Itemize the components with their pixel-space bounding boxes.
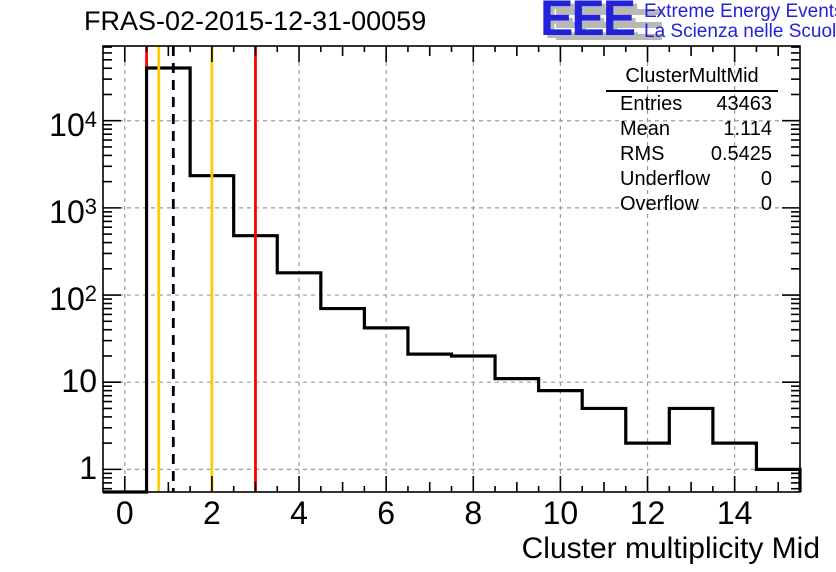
plot-title: FRAS-02-2015-12-31-00059: [84, 6, 427, 36]
stats-row: Overflow 0: [606, 192, 778, 217]
x-tick-label: 2: [203, 495, 221, 531]
eee-acronym: EEE: [540, 0, 636, 46]
y-tick-label: 10: [61, 363, 97, 400]
x-axis-title: Cluster multiplicity Mid: [521, 532, 820, 565]
x-tick-label: 0: [115, 495, 134, 531]
y-tick-label: 1: [79, 450, 97, 487]
eee-logo-shadow-bar: [556, 34, 662, 40]
histogram-step-line: [103, 66, 802, 494]
y-tick-label: 102: [49, 281, 97, 318]
stats-rows: Entries 43463 Mean 1.114 RMS 0.5425 Underflow 0…: [606, 92, 778, 217]
stats-row-label: Overflow: [620, 193, 699, 215]
stats-row: RMS 0.5425: [606, 142, 778, 167]
stats-row-value: 0.5425: [710, 143, 772, 165]
stats-row: Underflow 0: [606, 167, 778, 192]
stats-title: ClusterMultMid: [606, 64, 778, 92]
eee-logo: EEE Extreme Energy Events La Scienza nel…: [540, 0, 836, 46]
stats-row-label: RMS: [620, 143, 665, 165]
y-tick-label: 103: [49, 193, 97, 230]
y-tick-label: 104: [49, 106, 97, 143]
x-tick-label: 6: [377, 495, 396, 531]
eee-tagline-2: La Scienza nelle Scuole: [644, 21, 836, 42]
x-tick-label: 8: [464, 495, 483, 531]
eee-logo-shadow-bar: [556, 21, 662, 28]
stats-box: ClusterMultMid Entries 43463 Mean 1.114 RMS 0…: [606, 64, 778, 217]
stats-row-value: 0: [760, 168, 772, 190]
x-tick-label: 4: [290, 495, 308, 531]
stats-row-value: 1.114: [723, 118, 772, 140]
stats-row: Entries 43463: [606, 92, 778, 117]
x-tick-label: 10: [542, 495, 579, 531]
stats-row-label: Mean: [620, 118, 671, 140]
stats-row-label: Underflow: [620, 168, 711, 190]
eee-logo-shadow-bar: [556, 9, 662, 15]
x-tick-label: 14: [716, 495, 753, 531]
stats-row-value: 0: [760, 193, 772, 215]
x-tick-label: 12: [629, 495, 666, 531]
stats-row: Mean 1.114: [606, 117, 778, 142]
stats-row-value: 43463: [716, 93, 772, 115]
eee-tagline-1: Extreme Energy Events: [644, 1, 836, 22]
stats-row-label: Entries: [620, 93, 683, 115]
